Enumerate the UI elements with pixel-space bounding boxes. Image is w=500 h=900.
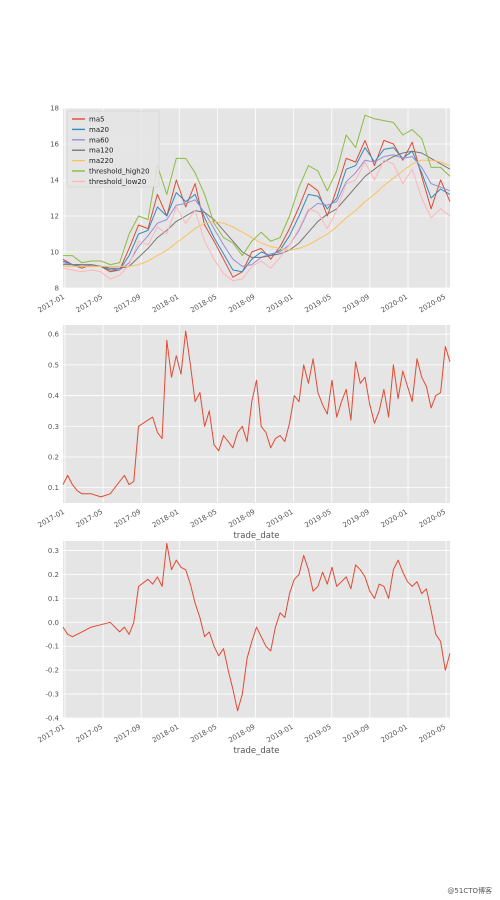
series-line-threshold-high20 <box>63 114 451 266</box>
x-tick-label: 2018-05 <box>189 723 218 745</box>
y-tick-label: 18 <box>50 105 59 113</box>
y-tick-label: 12 <box>50 213 59 221</box>
y-tick-label: 14 <box>50 177 59 185</box>
legend-label-ma220: ma220 <box>89 157 113 165</box>
y-tick-label: -0.3 <box>45 691 59 699</box>
legend-label-ma5: ma5 <box>89 116 105 124</box>
series-line-series <box>62 542 451 712</box>
x-tick-label: 2018-05 <box>189 508 218 530</box>
x-tick-label: 2019-05 <box>303 293 332 315</box>
y-tick-label: -0.1 <box>45 643 59 651</box>
x-tick-label: 2017-01 <box>37 723 66 745</box>
x-tick-label: 2018-01 <box>151 293 180 315</box>
x-tick-label: 2020-01 <box>380 508 409 530</box>
x-tick-label: 2019-09 <box>342 508 371 530</box>
chart-panel-1: 8 10 12 14 16 18 2017-01 2017-05 2017-09 2018-01 2… <box>37 105 451 315</box>
y-tick-label: 0.3 <box>48 547 59 555</box>
y-tick-label: 0.2 <box>48 571 59 579</box>
x-tick-label: 2017-01 <box>37 293 66 315</box>
y-tick-label: 10 <box>50 249 59 257</box>
y-tick-label: -0.4 <box>45 715 59 723</box>
x-tick-label: 2018-09 <box>227 508 256 530</box>
x-tick-label: 2019-09 <box>342 723 371 745</box>
x-tick-label: 2019-01 <box>265 508 294 530</box>
x-tick-label: 2018-09 <box>227 723 256 745</box>
plot-background <box>63 325 450 503</box>
x-tick-label: 2018-01 <box>151 508 180 530</box>
x-tick-label: 2020-05 <box>418 293 447 315</box>
y-tick-label: 0.4 <box>48 392 60 400</box>
x-tick-label: 2017-05 <box>75 723 104 745</box>
x-tick-label: 2018-09 <box>227 293 256 315</box>
y-tick-label: 0.1 <box>48 484 59 492</box>
x-tick-label: 2018-01 <box>151 723 180 745</box>
chart-panel-2: 0.1 0.2 0.3 0.4 0.5 0.6 2017-01 2017-05 2017-09 2… <box>37 325 451 541</box>
legend: ma5 ma20 ma60 ma120 ma220 threshold_high20thr… <box>66 110 160 188</box>
x-tick-label: 2019-01 <box>265 723 294 745</box>
y-tick-label: 0.0 <box>48 619 59 627</box>
x-tick-label: 2017-09 <box>113 293 142 315</box>
legend-box <box>66 110 160 188</box>
x-tick-label: 2017-09 <box>113 508 142 530</box>
legend-label-threshold-low20: threshold_low20 <box>89 178 146 186</box>
series-line-series <box>62 330 451 498</box>
x-tick-label: 2020-01 <box>380 723 409 745</box>
series-line-ma20 <box>62 147 451 273</box>
y-tick-label: 0.1 <box>48 595 59 603</box>
x-tick-label: 2018-05 <box>189 293 218 315</box>
x-tick-label: 2020-05 <box>418 723 447 745</box>
y-tick-label: 0.6 <box>48 331 60 339</box>
y-tick-label: 16 <box>50 141 59 149</box>
x-axis-label: trade_date <box>233 746 279 756</box>
legend-label-ma60: ma60 <box>89 136 109 144</box>
y-tick-label: 0.5 <box>48 361 59 369</box>
x-tick-label: 2017-01 <box>37 508 66 530</box>
legend-label-ma20: ma20 <box>89 126 109 134</box>
x-tick-label: 2017-09 <box>113 723 142 745</box>
x-tick-label: 2017-05 <box>75 293 104 315</box>
y-tick-label: 0.3 <box>48 423 59 431</box>
x-tick-label: 2017-05 <box>75 508 104 530</box>
series-line-ma60 <box>62 154 451 271</box>
plot-background <box>63 541 450 718</box>
chart-panel-3: -0.4 -0.3 -0.2 -0.1 0.0 0.1 0.2 0.3 2017-01 2017-… <box>37 541 451 756</box>
series-line-threshold-low20 <box>62 159 451 282</box>
y-tick-label: 0.2 <box>48 453 59 461</box>
series-line-ma5 <box>62 139 451 278</box>
y-tick-label: 8 <box>55 285 59 293</box>
legend-label-threshold-high20: threshold_high20 <box>89 168 150 176</box>
y-tick-label: -0.2 <box>45 667 59 675</box>
x-tick-label: 2019-01 <box>265 293 294 315</box>
legend-label-ma120: ma120 <box>89 147 113 155</box>
x-axis-label: trade_date <box>233 531 279 541</box>
x-tick-label: 2019-05 <box>303 723 332 745</box>
x-tick-label: 2019-09 <box>342 293 371 315</box>
x-tick-label: 2020-01 <box>380 293 409 315</box>
x-tick-label: 2020-05 <box>418 508 447 530</box>
watermark-text: @51CTO博客 <box>447 887 492 895</box>
x-tick-label: 2019-05 <box>303 508 332 530</box>
